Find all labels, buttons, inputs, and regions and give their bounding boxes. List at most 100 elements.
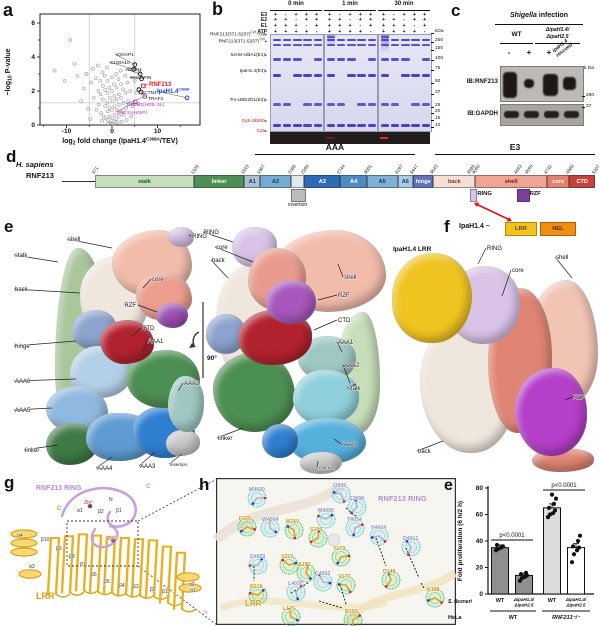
marker-tick [582, 107, 585, 108]
em-blob-insertion [166, 430, 200, 456]
residue-label: K108 [427, 587, 440, 593]
panel-letter-a: a [3, 0, 14, 20]
data-point [86, 106, 91, 111]
em-domain-label: stalk [15, 253, 28, 259]
em-blob-CTD [100, 320, 154, 364]
stick-bond [340, 555, 350, 558]
rotation-angle-label: 90° [207, 354, 217, 362]
module-bracket-line [435, 154, 595, 156]
lrr-beta-hairpin [74, 533, 89, 592]
gel-row-label: RNF213(371-5207)Cy5▸ [218, 36, 267, 44]
p-value-label: p<0.0001 [499, 533, 525, 539]
stick-bond [293, 529, 296, 539]
rnf213-blot [500, 66, 584, 102]
stick-bond [350, 506, 358, 514]
plus-minus-symbol: + [381, 17, 386, 24]
marker-tick [431, 69, 434, 71]
data-point [52, 68, 57, 73]
marker-tick [431, 82, 434, 84]
data-point [134, 90, 139, 95]
zoom-connector-line [137, 565, 218, 626]
plus-minus-symbol: + [294, 23, 298, 30]
data-point [110, 75, 114, 80]
nitrogen-atom [427, 599, 430, 602]
plus-minus-symbol: + [423, 11, 427, 18]
plus-minus-symbol: + [358, 29, 362, 36]
structure-element-label: α4 [17, 533, 23, 539]
plus-minus-symbol: - [403, 17, 405, 24]
nitrogen-atom [370, 536, 374, 539]
plus-minus-symbol: + [273, 23, 278, 30]
gel-band [272, 58, 282, 61]
gel-band [347, 39, 356, 42]
label: -10 [62, 128, 72, 135]
volcano-plot: -10 0 10 0 2 4 6 log2 fold change (IpaH1.4C368A… [5, 13, 201, 147]
plus-minus-symbol: - [359, 23, 362, 30]
em-domain-label: shell [68, 237, 80, 243]
stick-bond [434, 597, 443, 604]
oxygen-atom [440, 601, 443, 604]
density-mesh [283, 559, 295, 571]
oxygen-atom [288, 607, 291, 611]
oxygen-atom [248, 591, 252, 595]
gel-band [357, 74, 366, 78]
label-line [202, 231, 234, 243]
structure-element-label: α1 [77, 508, 83, 514]
structure-element-label: N [109, 497, 113, 503]
gel-band [357, 103, 366, 106]
gel-band [380, 103, 390, 106]
plus-minus-symbol: + [369, 17, 373, 24]
stick-bond [407, 546, 412, 556]
protein-band [503, 72, 517, 98]
structure-element-label: C [146, 484, 151, 490]
nitrogen-atom [330, 513, 334, 517]
module-bracket-line [255, 154, 415, 156]
plus-minus-symbol: + [348, 23, 352, 30]
nitrogen-atom [317, 529, 321, 533]
gene-label: ACTN4 [126, 67, 142, 73]
plus-minus-symbol: + [392, 29, 396, 36]
category-label: ΔipaH1.4/ [513, 597, 535, 602]
data-point [103, 104, 108, 109]
nitrogen-atom [294, 561, 298, 565]
em-domain-label: RING [487, 246, 502, 252]
em-domain-label: AAA1 [148, 339, 164, 345]
oxygen-atom [347, 554, 351, 558]
nitrogen-atom [352, 533, 355, 537]
data-point [130, 104, 135, 109]
bar [543, 507, 561, 595]
backbone-ribbon [342, 569, 458, 626]
gel-band [282, 124, 292, 127]
protein-band [544, 111, 559, 118]
plus-minus-symbol: + [348, 11, 352, 18]
rotation-arrowhead [189, 343, 196, 348]
label-line [66, 238, 113, 249]
gel-band [326, 103, 336, 106]
structure-element-label: β1 [162, 589, 168, 595]
data-point [102, 73, 107, 78]
data-point [93, 76, 98, 81]
data-point [114, 117, 119, 121]
gel-band [336, 58, 346, 61]
em-domain-label: RZF [573, 395, 585, 401]
stick-bond [249, 564, 259, 567]
molecular-weight-marker: 15 [435, 116, 441, 121]
gel-band [282, 39, 292, 42]
structure-element-label: β4 [119, 583, 125, 589]
label: 0 [479, 591, 483, 598]
gel-band [303, 124, 312, 127]
label-line [142, 340, 148, 353]
residue-label: D148 [383, 569, 396, 575]
plus-minus-symbol: + [392, 23, 396, 30]
data-point [89, 80, 93, 85]
plus-minus-symbol: + [294, 29, 298, 36]
plus-minus-symbol: + [358, 11, 362, 18]
scatter-dot [575, 538, 581, 544]
time-header: 1 min [342, 1, 358, 7]
time-header: 30 min [394, 1, 414, 7]
data-point [99, 111, 103, 115]
gel-band [390, 43, 400, 46]
